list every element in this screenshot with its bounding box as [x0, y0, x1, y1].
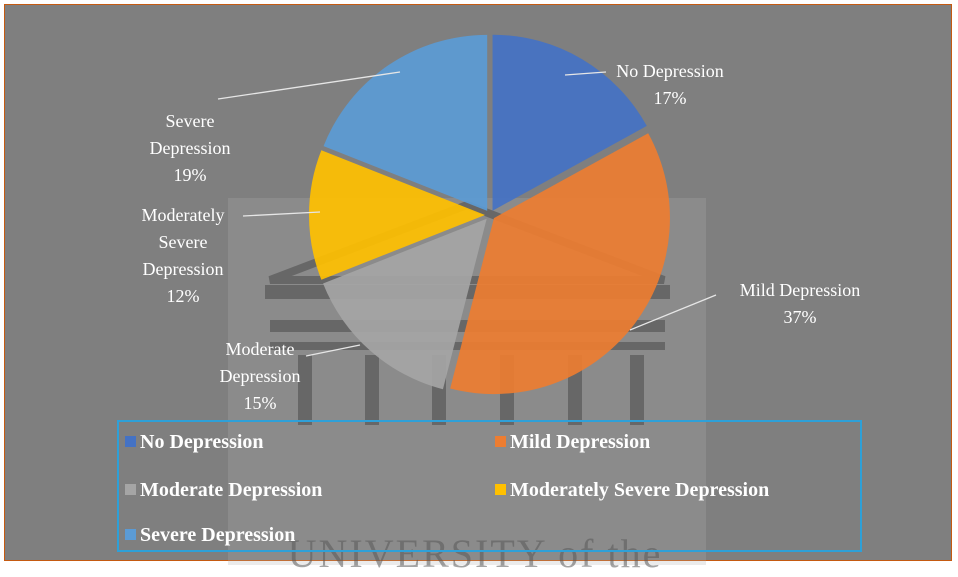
- pie-slice: [450, 133, 670, 395]
- legend-swatch: [125, 484, 136, 495]
- data-label-value: 12%: [166, 286, 200, 306]
- data-label: Mild Depression 37%: [700, 277, 900, 331]
- page: UNIVERSITY of the No Depression 17% Mild D…: [4, 4, 952, 576]
- leader-line: [564, 71, 607, 76]
- legend-label: Mild Depression: [510, 431, 651, 453]
- legend-entry: Moderately Severe Depression: [495, 478, 769, 502]
- leader-line: [305, 344, 361, 357]
- legend-swatch: [495, 436, 506, 447]
- legend-label: No Depression: [140, 431, 264, 453]
- legend-swatch: [495, 484, 506, 495]
- pie-slice: [309, 150, 485, 280]
- data-label: No Depression 17%: [570, 58, 770, 112]
- data-label-value: 17%: [653, 88, 687, 108]
- data-label-category: Severe Depression: [149, 111, 231, 158]
- data-label: Moderate Depression 15%: [200, 336, 320, 417]
- data-label-value: 19%: [173, 165, 207, 185]
- pie-slice: [492, 34, 647, 211]
- pie-slice: [323, 34, 488, 211]
- data-label-value: 15%: [243, 393, 277, 413]
- legend: [117, 420, 862, 552]
- chart: [217, 34, 717, 565]
- data-label: Moderately Severe Depression 12%: [118, 202, 248, 310]
- legend-label: Severe Depression: [140, 524, 296, 546]
- legend-entry: Moderate Depression: [125, 478, 322, 502]
- data-label-value: 37%: [783, 307, 817, 327]
- legend-swatch: [125, 436, 136, 447]
- data-label: Severe Depression 19%: [130, 108, 250, 189]
- legend-entry: Mild Depression: [495, 430, 650, 454]
- legend-entry: Severe Depression: [125, 523, 295, 547]
- legend-swatch: [125, 529, 136, 540]
- legend-entry: No Depression: [125, 430, 264, 454]
- data-label-category: Mild Depression: [739, 280, 861, 300]
- data-label-category: No Depression: [616, 61, 724, 81]
- leader-line: [217, 71, 401, 100]
- data-label-category: Moderate Depression: [219, 339, 301, 386]
- legend-label: Moderately Severe Depression: [510, 479, 770, 501]
- leader-line: [242, 211, 321, 217]
- pie-slice: [323, 218, 487, 390]
- legend-label: Moderate Depression: [140, 479, 323, 501]
- data-label-category: Moderately Severe Depression: [141, 205, 225, 279]
- leader-line: [629, 294, 717, 331]
